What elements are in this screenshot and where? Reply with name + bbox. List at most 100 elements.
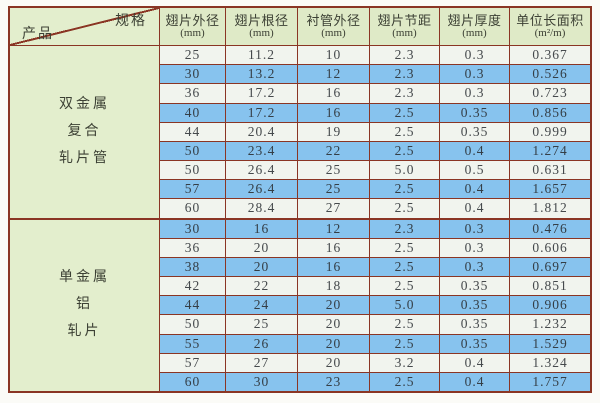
table-header-row: 规格 产品 翅片外径 (mm) 翅片根径 (mm) 衬管外径 (mm) 翅片节距 (mm) 翅片… — [10, 8, 590, 46]
table-cell: 22 — [226, 277, 298, 296]
table-row: 60 28.4 27 2.5 0.4 1.812 — [160, 199, 590, 218]
table-row: 50 25 20 2.5 0.35 1.232 — [160, 315, 590, 335]
column-unit: (mm) — [392, 27, 417, 40]
product-name-line: 轧片管 — [59, 150, 110, 166]
column-header: 翅片厚度 (mm) — [440, 8, 510, 45]
table-cell: 0.476 — [532, 220, 568, 236]
table-cell: 50 — [160, 141, 226, 161]
table-cell: 5.0 — [370, 296, 440, 315]
table-cell: 0.35 — [440, 296, 510, 315]
table-cell: 20.4 — [226, 122, 298, 141]
table-cell: 2.5 — [370, 180, 440, 199]
table-cell: 36 — [160, 238, 226, 257]
table-cell: 0.631 — [532, 162, 568, 178]
product-name-line: 轧片 — [67, 324, 102, 340]
column-unit: (mm) — [321, 27, 346, 40]
table-cell: 44 — [160, 122, 226, 141]
table-cell: 40 — [160, 103, 226, 122]
table-cell: 19 — [298, 122, 370, 141]
table-cell: 30 — [160, 219, 226, 238]
table-cell: 38 — [160, 257, 226, 277]
column-title: 衬管外径 — [306, 13, 361, 29]
table-cell: 20 — [298, 334, 370, 353]
table-cell: 0.3 — [440, 65, 510, 84]
table-cell: 17.2 — [226, 84, 298, 103]
table-cell: 13.2 — [226, 65, 298, 84]
table-cell: 2.5 — [370, 372, 440, 392]
table-row: 50 23.4 22 2.5 0.4 1.274 — [160, 141, 590, 162]
table-cell: 2.5 — [370, 122, 440, 141]
column-header: 翅片节距 (mm) — [370, 8, 440, 45]
table-cell: 0.999 — [532, 123, 568, 139]
table-row: 44 24 20 5.0 0.35 0.906 — [160, 296, 590, 316]
table-row: 38 20 16 2.5 0.3 0.697 — [160, 257, 590, 278]
table-cell: 57 — [160, 180, 226, 199]
product-name-line: 双金属 — [59, 96, 110, 112]
table-cell: 20 — [298, 353, 370, 372]
table-cell: 30 — [160, 65, 226, 84]
table-cell: 50 — [160, 161, 226, 180]
table-cell: 26 — [226, 334, 298, 353]
table-cell: 25 — [160, 46, 226, 65]
table-cell: 12 — [298, 219, 370, 238]
table-cell: 26.4 — [226, 161, 298, 180]
product-group: 双金属 复合 轧片管 25 11.2 10 2.3 0.3 0.367 30 13.2 12 2.3 0.… — [10, 46, 590, 218]
product-cell: 单金属铝轧片 — [10, 219, 160, 391]
table-cell: 1.657 — [532, 181, 568, 197]
corner-label-spec: 规格 — [115, 14, 147, 29]
column-header: 单位长面积 (m²/m) — [510, 8, 590, 45]
table-cell: 1.529 — [532, 335, 568, 351]
table-cell: 0.3 — [440, 219, 510, 238]
table-cell: 20 — [298, 315, 370, 334]
table-cell: 0.723 — [532, 85, 568, 101]
group-rows: 25 11.2 10 2.3 0.3 0.367 30 13.2 12 2.3 0.3 0.526 36… — [160, 46, 590, 218]
table-cell: 25 — [298, 161, 370, 180]
table-row: 57 27 20 3.2 0.4 1.324 — [160, 353, 590, 373]
table-row: 44 20.4 19 2.5 0.35 0.999 — [160, 122, 590, 142]
product-name-line: 单金属 — [59, 270, 110, 286]
table-row: 40 17.2 16 2.5 0.35 0.856 — [160, 103, 590, 123]
table-cell: 10 — [298, 46, 370, 65]
table-cell: 1.232 — [532, 316, 568, 332]
table-row: 57 26.4 25 2.5 0.4 1.657 — [160, 180, 590, 200]
table-cell: 1.274 — [532, 142, 568, 158]
table-cell: 0.606 — [532, 239, 568, 255]
column-unit: (m²/m) — [534, 27, 566, 40]
table-cell: 0.367 — [532, 47, 568, 63]
table-cell: 60 — [160, 372, 226, 392]
product-group: 单金属铝轧片 30 16 12 2.3 0.3 0.476 36 20 16 2.5 0.3 0.606… — [10, 217, 590, 392]
table-cell: 0.3 — [440, 46, 510, 65]
column-title: 翅片根径 — [234, 13, 289, 29]
group-rows: 30 16 12 2.3 0.3 0.476 36 20 16 2.5 0.3 0.606 38 20 16… — [160, 219, 590, 392]
table-cell: 50 — [160, 315, 226, 334]
table-cell: 22 — [298, 141, 370, 161]
column-unit: (mm) — [249, 27, 274, 40]
table-cell: 24 — [226, 296, 298, 315]
corner-label-product: 产品 — [22, 27, 54, 42]
column-header: 翅片根径 (mm) — [226, 8, 298, 45]
table-row: 30 13.2 12 2.3 0.3 0.526 — [160, 65, 590, 85]
table-cell: 2.3 — [370, 219, 440, 238]
table-cell: 0.5 — [440, 161, 510, 180]
table-cell: 2.3 — [370, 84, 440, 103]
table-cell: 30 — [226, 372, 298, 392]
table-row: 25 11.2 10 2.3 0.3 0.367 — [160, 46, 590, 66]
table-cell: 3.2 — [370, 353, 440, 372]
table-cell: 16 — [298, 84, 370, 103]
table-cell: 2.5 — [370, 334, 440, 353]
table-cell: 25 — [298, 180, 370, 199]
column-header: 翅片外径 (mm) — [160, 8, 226, 45]
table-cell: 0.4 — [440, 372, 510, 392]
table-cell: 0.697 — [532, 258, 568, 274]
table-cell: 0.35 — [440, 277, 510, 296]
table-cell: 0.4 — [440, 180, 510, 199]
table-cell: 0.35 — [440, 334, 510, 353]
table-cell: 0.906 — [532, 297, 568, 313]
table-cell: 2.5 — [370, 103, 440, 122]
table-cell: 0.3 — [440, 238, 510, 257]
table-row: 60 30 23 2.5 0.4 1.757 — [160, 372, 590, 392]
column-title: 翅片厚度 — [447, 13, 502, 29]
table-cell: 20 — [298, 296, 370, 315]
table-cell: 16 — [226, 219, 298, 238]
